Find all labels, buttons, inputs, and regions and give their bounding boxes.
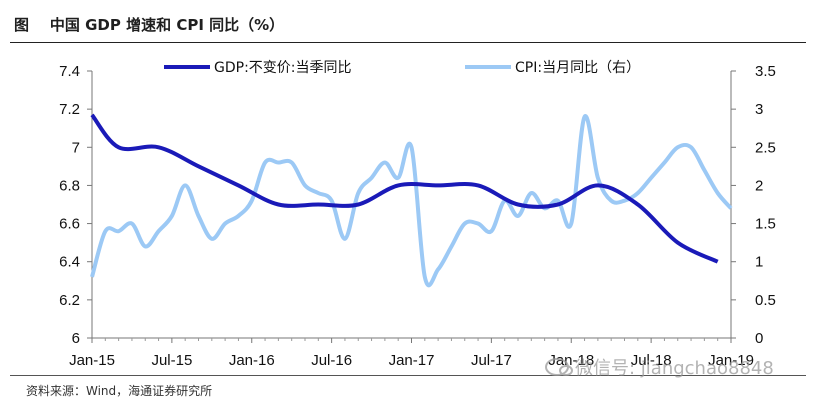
gdp-line	[90, 113, 719, 264]
right-axis-tick-label: 1.5	[755, 216, 776, 233]
watermark-text: 微信号: jiangchao8848	[575, 358, 774, 379]
title-divider	[10, 42, 806, 43]
wechat-icon	[545, 358, 573, 376]
source-divider	[10, 375, 806, 376]
legend-gdp-label: GDP:不变价:当季同比	[214, 60, 352, 76]
left-axis-tick-label: 6.6	[59, 216, 80, 233]
x-axis-tick-label: Jul-15	[151, 352, 192, 369]
right-axis-tick-label: 2	[755, 177, 763, 194]
x-axis-tick-label: Jan-15	[69, 352, 115, 369]
right-axis-tick-label: 0	[755, 330, 763, 347]
left-axis-tick-label: 6	[72, 330, 80, 347]
axes: 7.47.276.86.66.46.263.532.521.510.50Jan-…	[59, 63, 776, 369]
chart-legend: GDP:不变价:当季同比 CPI:当月同比（右）	[164, 60, 640, 76]
left-axis-tick-label: 6.4	[59, 254, 80, 271]
right-axis-tick-label: 3.5	[755, 63, 776, 80]
chart-title: 图 中国 GDP 增速和 CPI 同比（%）	[14, 16, 285, 34]
cpi-series	[90, 114, 733, 288]
x-axis-tick-label: Jan-17	[389, 352, 435, 369]
right-axis-tick-label: 1	[755, 254, 763, 271]
x-axis-tick-label: Jul-18	[631, 352, 672, 369]
gdp-series	[90, 113, 719, 264]
left-axis-tick-label: 7.4	[59, 63, 80, 80]
source-note: 资料来源：Wind，海通证券研究所	[26, 384, 213, 398]
right-axis-tick-label: 3	[755, 101, 763, 118]
legend-cpi-label: CPI:当月同比（右）	[515, 60, 640, 76]
x-axis-tick-label: Jan-16	[229, 352, 275, 369]
left-axis-tick-label: 6.2	[59, 292, 80, 309]
right-axis-tick-label: 2.5	[755, 139, 776, 156]
left-axis-tick-label: 7	[72, 139, 80, 156]
left-axis-tick-label: 7.2	[59, 101, 80, 118]
x-axis-tick-label: Jul-16	[311, 352, 352, 369]
watermark: 微信号: jiangchao8848	[545, 354, 774, 380]
x-axis-tick-label: Jul-17	[471, 352, 512, 369]
left-axis-tick-label: 6.8	[59, 177, 80, 194]
x-axis-tick-label: Jan-19	[708, 352, 754, 369]
right-axis-tick-label: 0.5	[755, 292, 776, 309]
cpi-line	[90, 114, 733, 288]
